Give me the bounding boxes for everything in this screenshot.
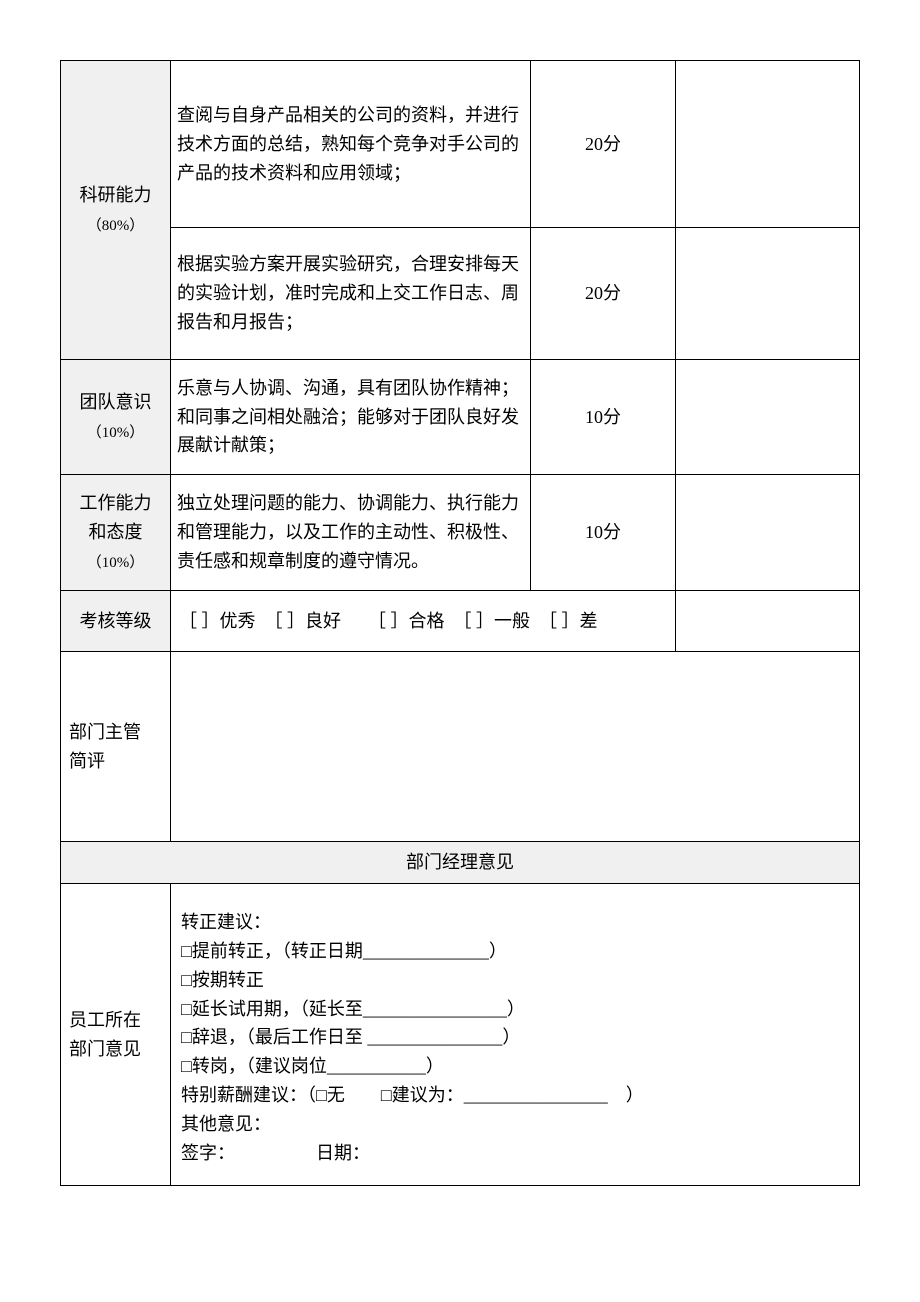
attitude-label: 工作能力 和态度 （10%） — [61, 475, 171, 590]
blank-cell — [676, 61, 860, 228]
research-desc-2: 根据实验方案开展实验研究，合理安排每天的实验计划，准时完成和上交工作日志、周报告… — [171, 228, 531, 359]
supervisor-label: 部门主管 简评 — [61, 652, 171, 842]
label-pct: （80%） — [87, 218, 145, 234]
team-desc: 乐意与人协调、沟通，具有团队协作精神；和同事之间相处融洽；能够对于团队良好发展献… — [171, 359, 531, 474]
opinion-line: 其他意见： — [181, 1110, 849, 1139]
opinion-line: □转岗，（建议岗位___________） — [181, 1052, 849, 1081]
research-label: 科研能力 （80%） — [61, 61, 171, 360]
section-header: 部门经理意见 — [61, 842, 860, 884]
label-text: 团队意识 — [80, 392, 152, 412]
supervisor-comment — [171, 652, 860, 842]
research-score-2: 20分 — [531, 228, 676, 359]
label-text: 部门意见 — [69, 1039, 141, 1059]
table-row: 根据实验方案开展实验研究，合理安排每天的实验计划，准时完成和上交工作日志、周报告… — [61, 228, 860, 359]
table-row: 工作能力 和态度 （10%） 独立处理问题的能力、协调能力、执行能力和管理能力，… — [61, 475, 860, 590]
research-desc-1: 查阅与自身产品相关的公司的资料，并进行技术方面的总结，熟知每个竞争对手公司的产品… — [171, 61, 531, 228]
rating-options: ［ ］优秀 ［ ］良好 ［ ］合格 ［ ］一般 ［ ］差 — [171, 590, 676, 652]
dept-opinion-content: 转正建议： □提前转正，（转正日期______________） □按期转正 □… — [171, 884, 860, 1186]
evaluation-table: 科研能力 （80%） 查阅与自身产品相关的公司的资料，并进行技术方面的总结，熟知… — [60, 60, 860, 1186]
table-row: 科研能力 （80%） 查阅与自身产品相关的公司的资料，并进行技术方面的总结，熟知… — [61, 61, 860, 228]
label-text: 科研能力 — [80, 185, 152, 205]
team-label: 团队意识 （10%） — [61, 359, 171, 474]
label-text: 工作能力 — [80, 493, 152, 513]
rating-label: 考核等级 — [61, 590, 171, 652]
table-row: 团队意识 （10%） 乐意与人协调、沟通，具有团队协作精神；和同事之间相处融洽；… — [61, 359, 860, 474]
label-pct: （10%） — [87, 425, 145, 441]
attitude-desc: 独立处理问题的能力、协调能力、执行能力和管理能力，以及工作的主动性、积极性、责任… — [171, 475, 531, 590]
research-score-1: 20分 — [531, 61, 676, 228]
opinion-line: □延长试用期，（延长至________________） — [181, 995, 849, 1024]
opinion-line: 特别薪酬建议：（□无 □建议为：________________ ） — [181, 1081, 849, 1110]
blank-cell — [676, 359, 860, 474]
blank-cell — [676, 228, 860, 359]
table-row: 部门经理意见 — [61, 842, 860, 884]
opinion-line: 签字： 日期： — [181, 1139, 849, 1168]
opinion-line: 转正建议： — [181, 908, 849, 937]
label-text: 简评 — [69, 751, 105, 771]
table-row: 员工所在 部门意见 转正建议： □提前转正，（转正日期_____________… — [61, 884, 860, 1186]
label-text: 员工所在 — [69, 1010, 141, 1030]
dept-opinion-label: 员工所在 部门意见 — [61, 884, 171, 1186]
opinion-line: □按期转正 — [181, 966, 849, 995]
label-text: 和态度 — [89, 522, 143, 542]
blank-cell — [676, 475, 860, 590]
attitude-score: 10分 — [531, 475, 676, 590]
opinion-line: □提前转正，（转正日期______________） — [181, 937, 849, 966]
team-score: 10分 — [531, 359, 676, 474]
table-row: 部门主管 简评 — [61, 652, 860, 842]
blank-cell — [676, 590, 860, 652]
label-text: 部门主管 — [69, 722, 141, 742]
table-row: 考核等级 ［ ］优秀 ［ ］良好 ［ ］合格 ［ ］一般 ［ ］差 — [61, 590, 860, 652]
label-pct: （10%） — [87, 555, 145, 571]
opinion-line: □辞退，（最后工作日至 _______________） — [181, 1023, 849, 1052]
